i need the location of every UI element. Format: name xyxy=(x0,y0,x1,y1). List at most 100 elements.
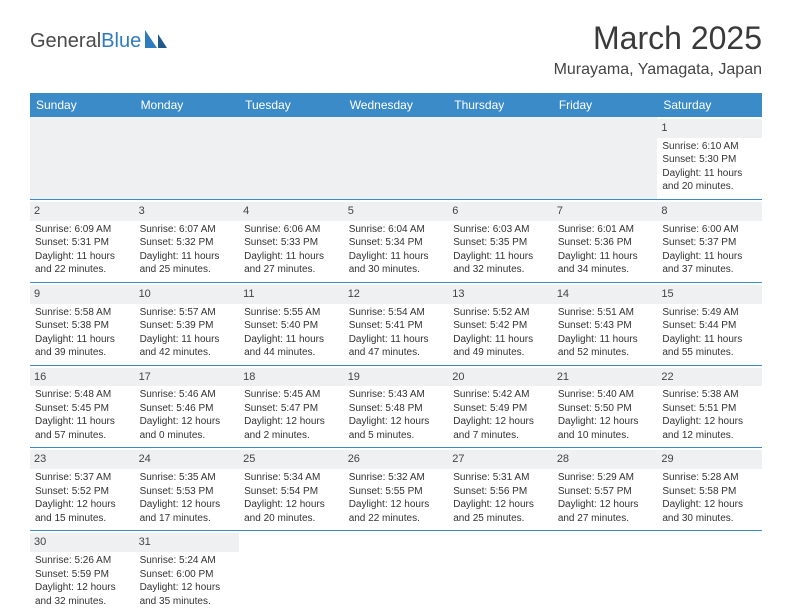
calendar-day-cell xyxy=(448,117,553,199)
calendar-day-cell: 27Sunrise: 5:31 AMSunset: 5:56 PMDayligh… xyxy=(448,448,553,531)
sunset-text: Sunset: 5:58 PM xyxy=(662,485,757,499)
day-number: 10 xyxy=(135,285,240,304)
day-number: 29 xyxy=(657,450,762,469)
weekday-header: Tuesday xyxy=(239,93,344,117)
sunset-text: Sunset: 5:47 PM xyxy=(244,402,339,416)
sunset-text: Sunset: 5:59 PM xyxy=(35,568,130,582)
calendar-day-cell: 16Sunrise: 5:48 AMSunset: 5:45 PMDayligh… xyxy=(30,365,135,448)
day-number: 31 xyxy=(135,533,240,552)
calendar-day-cell: 6Sunrise: 6:03 AMSunset: 5:35 PMDaylight… xyxy=(448,199,553,282)
sunset-text: Sunset: 5:38 PM xyxy=(35,319,130,333)
day-number: 17 xyxy=(135,368,240,387)
calendar-day-cell: 25Sunrise: 5:34 AMSunset: 5:54 PMDayligh… xyxy=(239,448,344,531)
calendar-day-cell: 9Sunrise: 5:58 AMSunset: 5:38 PMDaylight… xyxy=(30,282,135,365)
month-title: March 2025 xyxy=(554,20,762,57)
calendar-day-cell: 4Sunrise: 6:06 AMSunset: 5:33 PMDaylight… xyxy=(239,199,344,282)
calendar-day-cell xyxy=(553,117,658,199)
location-text: Murayama, Yamagata, Japan xyxy=(554,61,762,79)
calendar-day-cell: 13Sunrise: 5:52 AMSunset: 5:42 PMDayligh… xyxy=(448,282,553,365)
daylight-text: Daylight: 11 hours and 22 minutes. xyxy=(35,250,130,277)
weekday-header: Thursday xyxy=(448,93,553,117)
day-number: 9 xyxy=(30,285,135,304)
daylight-text: Daylight: 11 hours and 30 minutes. xyxy=(349,250,444,277)
sunset-text: Sunset: 5:39 PM xyxy=(140,319,235,333)
daylight-text: Daylight: 12 hours and 7 minutes. xyxy=(453,415,548,442)
title-block: March 2025 Murayama, Yamagata, Japan xyxy=(554,20,762,79)
day-number: 18 xyxy=(239,368,344,387)
calendar-day-cell: 1Sunrise: 6:10 AMSunset: 5:30 PMDaylight… xyxy=(657,117,762,199)
sunrise-text: Sunrise: 5:24 AM xyxy=(140,554,235,568)
sunrise-text: Sunrise: 6:06 AM xyxy=(244,223,339,237)
calendar-week-row: 30Sunrise: 5:26 AMSunset: 5:59 PMDayligh… xyxy=(30,531,762,613)
sunrise-text: Sunrise: 5:29 AM xyxy=(558,471,653,485)
weekday-header: Sunday xyxy=(30,93,135,117)
calendar-day-cell xyxy=(448,531,553,613)
sunrise-text: Sunrise: 6:03 AM xyxy=(453,223,548,237)
sunset-text: Sunset: 5:51 PM xyxy=(662,402,757,416)
sunset-text: Sunset: 5:42 PM xyxy=(453,319,548,333)
sunrise-text: Sunrise: 5:40 AM xyxy=(558,388,653,402)
sunset-text: Sunset: 5:56 PM xyxy=(453,485,548,499)
day-number: 14 xyxy=(553,285,658,304)
weekday-header: Wednesday xyxy=(344,93,449,117)
brand-text-2: Blue xyxy=(101,30,141,53)
sunrise-text: Sunrise: 5:32 AM xyxy=(349,471,444,485)
day-number: 21 xyxy=(553,368,658,387)
calendar-day-cell: 31Sunrise: 5:24 AMSunset: 6:00 PMDayligh… xyxy=(135,531,240,613)
calendar-day-cell: 10Sunrise: 5:57 AMSunset: 5:39 PMDayligh… xyxy=(135,282,240,365)
sunrise-text: Sunrise: 5:45 AM xyxy=(244,388,339,402)
calendar-day-cell xyxy=(553,531,658,613)
sunset-text: Sunset: 5:34 PM xyxy=(349,236,444,250)
daylight-text: Daylight: 11 hours and 27 minutes. xyxy=(244,250,339,277)
calendar-day-cell: 8Sunrise: 6:00 AMSunset: 5:37 PMDaylight… xyxy=(657,199,762,282)
sunrise-text: Sunrise: 6:01 AM xyxy=(558,223,653,237)
sunset-text: Sunset: 5:50 PM xyxy=(558,402,653,416)
sunset-text: Sunset: 5:35 PM xyxy=(453,236,548,250)
calendar-day-cell xyxy=(30,117,135,199)
day-number: 8 xyxy=(657,202,762,221)
calendar-day-cell: 22Sunrise: 5:38 AMSunset: 5:51 PMDayligh… xyxy=(657,365,762,448)
sunset-text: Sunset: 5:36 PM xyxy=(558,236,653,250)
sunrise-text: Sunrise: 5:51 AM xyxy=(558,306,653,320)
sunrise-text: Sunrise: 5:57 AM xyxy=(140,306,235,320)
sunset-text: Sunset: 5:43 PM xyxy=(558,319,653,333)
daylight-text: Daylight: 11 hours and 52 minutes. xyxy=(558,333,653,360)
daylight-text: Daylight: 12 hours and 5 minutes. xyxy=(349,415,444,442)
sunset-text: Sunset: 5:32 PM xyxy=(140,236,235,250)
sunset-text: Sunset: 5:57 PM xyxy=(558,485,653,499)
calendar-day-cell: 30Sunrise: 5:26 AMSunset: 5:59 PMDayligh… xyxy=(30,531,135,613)
calendar-day-cell xyxy=(239,117,344,199)
day-number: 26 xyxy=(344,450,449,469)
daylight-text: Daylight: 11 hours and 34 minutes. xyxy=(558,250,653,277)
calendar-table: Sunday Monday Tuesday Wednesday Thursday… xyxy=(30,93,762,613)
sail-icon xyxy=(143,28,169,55)
calendar-day-cell: 29Sunrise: 5:28 AMSunset: 5:58 PMDayligh… xyxy=(657,448,762,531)
daylight-text: Daylight: 12 hours and 15 minutes. xyxy=(35,498,130,525)
day-number: 19 xyxy=(344,368,449,387)
sunrise-text: Sunrise: 6:00 AM xyxy=(662,223,757,237)
calendar-day-cell: 12Sunrise: 5:54 AMSunset: 5:41 PMDayligh… xyxy=(344,282,449,365)
weekday-header: Monday xyxy=(135,93,240,117)
sunrise-text: Sunrise: 6:07 AM xyxy=(140,223,235,237)
daylight-text: Daylight: 12 hours and 30 minutes. xyxy=(662,498,757,525)
sunset-text: Sunset: 5:33 PM xyxy=(244,236,339,250)
calendar-day-cell: 2Sunrise: 6:09 AMSunset: 5:31 PMDaylight… xyxy=(30,199,135,282)
calendar-body: 1Sunrise: 6:10 AMSunset: 5:30 PMDaylight… xyxy=(30,117,762,613)
day-number: 16 xyxy=(30,368,135,387)
calendar-day-cell: 11Sunrise: 5:55 AMSunset: 5:40 PMDayligh… xyxy=(239,282,344,365)
daylight-text: Daylight: 11 hours and 25 minutes. xyxy=(140,250,235,277)
sunrise-text: Sunrise: 6:10 AM xyxy=(662,140,757,154)
sunrise-text: Sunrise: 5:52 AM xyxy=(453,306,548,320)
calendar-day-cell: 26Sunrise: 5:32 AMSunset: 5:55 PMDayligh… xyxy=(344,448,449,531)
day-number: 7 xyxy=(553,202,658,221)
calendar-week-row: 23Sunrise: 5:37 AMSunset: 5:52 PMDayligh… xyxy=(30,448,762,531)
sunset-text: Sunset: 5:37 PM xyxy=(662,236,757,250)
day-number: 23 xyxy=(30,450,135,469)
sunrise-text: Sunrise: 5:46 AM xyxy=(140,388,235,402)
daylight-text: Daylight: 11 hours and 47 minutes. xyxy=(349,333,444,360)
day-number: 3 xyxy=(135,202,240,221)
day-number: 11 xyxy=(239,285,344,304)
sunset-text: Sunset: 5:41 PM xyxy=(349,319,444,333)
calendar-day-cell: 17Sunrise: 5:46 AMSunset: 5:46 PMDayligh… xyxy=(135,365,240,448)
calendar-day-cell: 18Sunrise: 5:45 AMSunset: 5:47 PMDayligh… xyxy=(239,365,344,448)
